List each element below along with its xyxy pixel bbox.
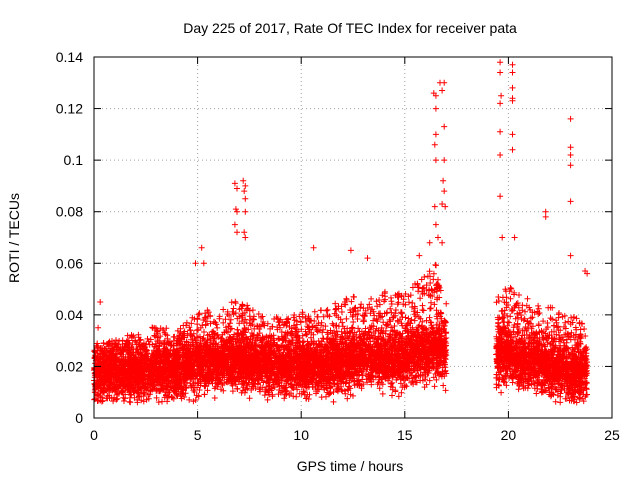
- chart-title: Day 225 of 2017, Rate Of TEC Index for r…: [183, 20, 517, 36]
- y-tick-label: 0.04: [56, 307, 83, 323]
- axis-ticks: [93, 56, 613, 419]
- y-tick-label: 0: [75, 410, 83, 426]
- x-tick-label: 10: [293, 427, 309, 443]
- tick-labels: 0 5 10 15 20 25 0 0.02 0.04 0.06 0.08 0.1 0.12 0.14: [56, 49, 620, 443]
- y-tick-label: 0.02: [56, 358, 83, 374]
- x-tick-label: 15: [397, 427, 413, 443]
- x-tick-label: 5: [194, 427, 202, 443]
- x-tick-label: 0: [90, 427, 98, 443]
- plot-frame: [93, 56, 613, 419]
- y-tick-label: 0.14: [56, 49, 83, 65]
- x-tick-label: 25: [604, 427, 620, 443]
- data-points: [91, 59, 591, 406]
- y-tick-label: 0.08: [56, 204, 83, 220]
- x-tick-label: 20: [501, 427, 517, 443]
- y-tick-label: 0.12: [56, 101, 83, 117]
- x-axis-label: GPS time / hours: [297, 458, 404, 474]
- scatter-markers: [91, 59, 591, 406]
- y-tick-label: 0.06: [56, 255, 83, 271]
- y-axis-label: ROTI / TECUs: [6, 193, 22, 283]
- y-tick-label: 0.1: [64, 152, 84, 168]
